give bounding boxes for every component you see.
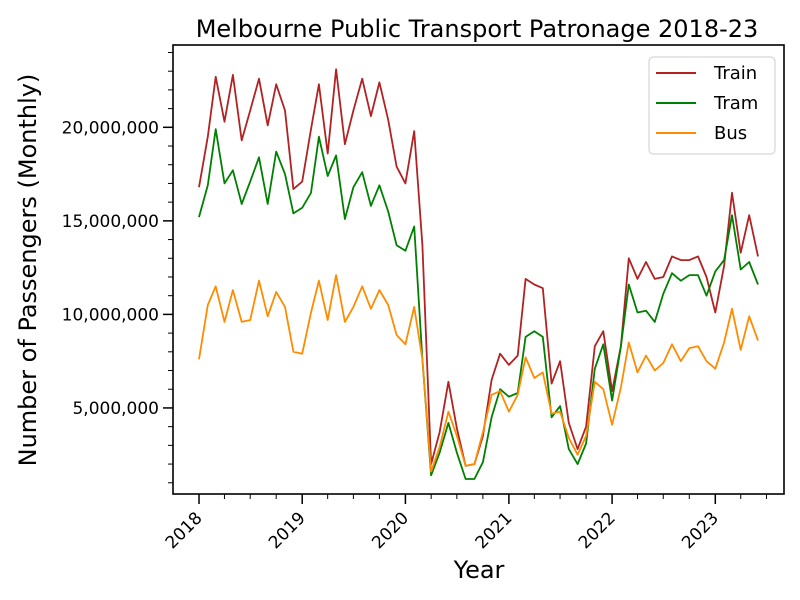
- x-tick-label: 2020: [368, 508, 413, 553]
- y-axis-label: Number of Passengers (Monthly): [14, 74, 42, 467]
- legend-box: [648, 56, 776, 155]
- legend-items: Train Tram Bus: [656, 63, 758, 144]
- x-tick-label: 2023: [678, 508, 723, 553]
- legend-label-train: Train: [713, 63, 757, 84]
- x-tick-label: 2018: [162, 508, 207, 553]
- legend: Train Tram Bus: [648, 56, 776, 155]
- legend-label-bus: Bus: [714, 123, 747, 144]
- y-tick-label: 15,000,000: [62, 212, 159, 232]
- y-tick-label: 10,000,000: [62, 305, 159, 325]
- series-layer: [198, 68, 759, 480]
- x-tick-label: 2022: [575, 508, 620, 553]
- x-axis-label: Year: [453, 556, 505, 584]
- x-tick-label: 2019: [265, 508, 310, 553]
- series-line-tram: [198, 128, 759, 480]
- x-tick-label: 2021: [472, 508, 517, 553]
- legend-label-tram: Tram: [713, 93, 758, 114]
- series-line-bus: [198, 274, 759, 473]
- y-tick-label: 5,000,000: [72, 399, 159, 419]
- plot-frame: [172, 44, 785, 495]
- y-tick-label: 20,000,000: [62, 118, 159, 138]
- chart-title: Melbourne Public Transport Patronage 201…: [196, 15, 759, 43]
